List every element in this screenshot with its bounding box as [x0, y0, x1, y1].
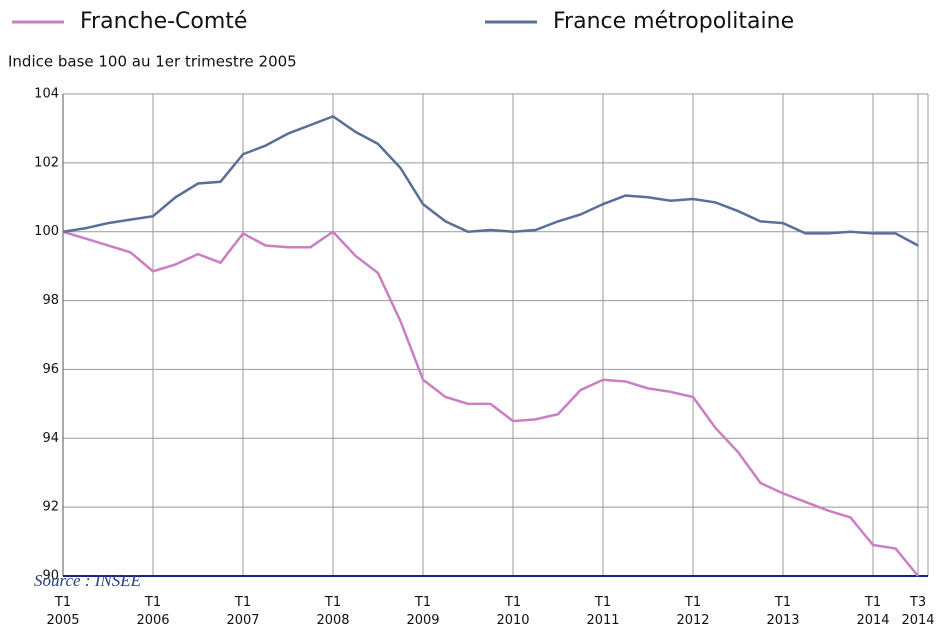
series-line [62, 230, 919, 577]
y-tick-label: 98 [42, 293, 59, 308]
x-tick-label: T1 2005 [46, 595, 80, 628]
x-tick-label: T1 2009 [406, 595, 440, 628]
x-tick-label: T1 2011 [586, 595, 620, 628]
x-tick-label: T1 2007 [226, 595, 260, 628]
x-tick-label: T1 2012 [676, 595, 710, 628]
x-tick-label: T1 2014 [856, 595, 890, 628]
y-tick-label: 94 [42, 431, 59, 446]
y-tick-label: 92 [42, 500, 59, 515]
series-line [62, 114, 919, 247]
y-tick-label: 90 [42, 569, 59, 584]
x-tick-label: T1 2006 [136, 595, 170, 628]
y-tick-label: 104 [34, 87, 59, 102]
y-tick-label: 102 [34, 155, 59, 170]
x-tick-label: T1 2008 [316, 595, 350, 628]
x-tick-label: T1 2013 [766, 595, 800, 628]
y-tick-label: 96 [42, 362, 59, 377]
source-note: Source : INSEE [34, 571, 142, 590]
legend-label: Franche-Comté [80, 9, 247, 34]
chart-subtitle: Indice base 100 au 1er trimestre 2005 [8, 53, 297, 71]
x-tick-label: T1 2010 [496, 595, 530, 628]
legend-label: France métropolitaine [553, 9, 794, 34]
x-tick-label: T3 2014 [901, 595, 935, 628]
y-tick-label: 100 [34, 224, 59, 239]
